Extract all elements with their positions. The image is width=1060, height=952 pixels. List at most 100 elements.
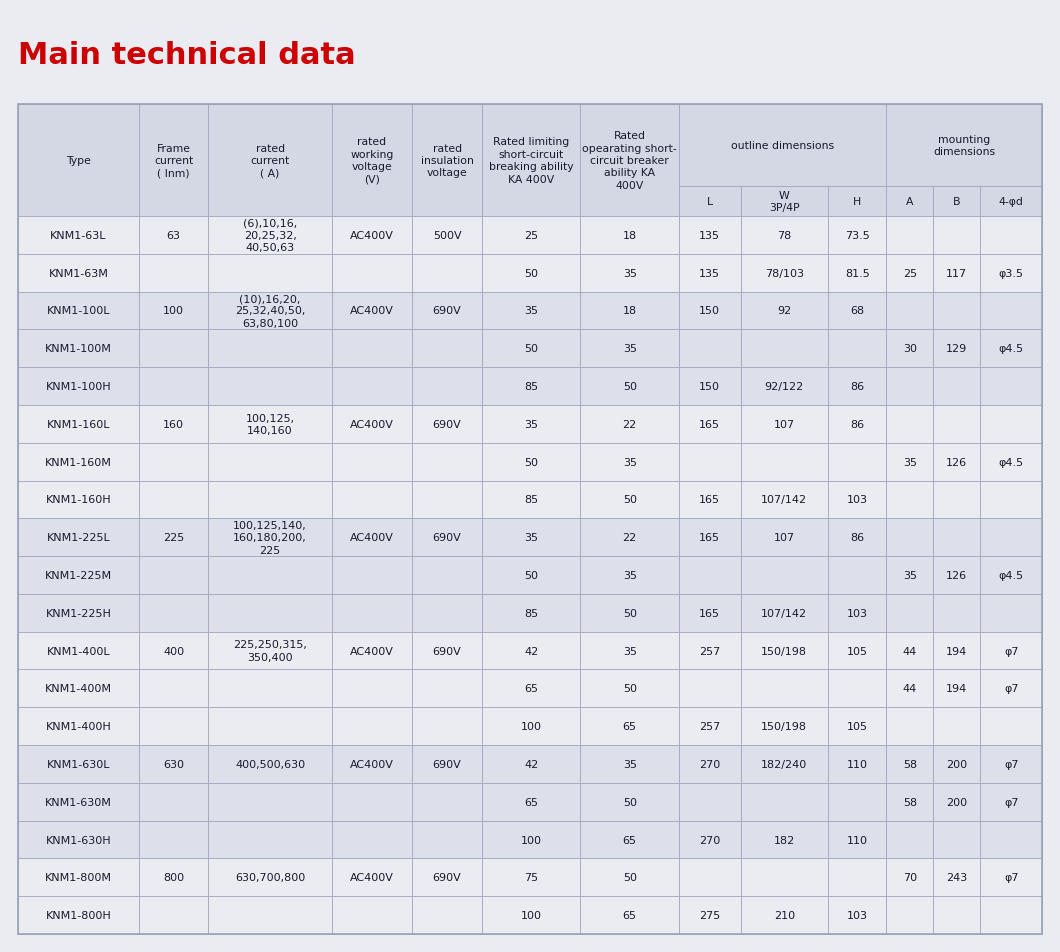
- Bar: [886, 707, 933, 745]
- Bar: [332, 707, 412, 745]
- Text: 117: 117: [947, 268, 968, 278]
- Bar: [581, 896, 679, 934]
- Text: 100: 100: [163, 307, 184, 316]
- Text: KNM1-630M: KNM1-630M: [46, 797, 112, 807]
- Bar: [412, 406, 482, 444]
- Text: φ4.5: φ4.5: [999, 570, 1024, 581]
- Text: 78: 78: [777, 230, 792, 241]
- Text: 50: 50: [524, 457, 538, 467]
- Bar: [828, 330, 886, 367]
- Text: 100: 100: [520, 910, 542, 921]
- Bar: [581, 707, 679, 745]
- Bar: [980, 707, 1042, 745]
- Bar: [741, 217, 828, 254]
- Bar: [581, 594, 679, 632]
- Bar: [581, 519, 679, 557]
- Bar: [18, 519, 139, 557]
- Text: 110: 110: [847, 759, 868, 769]
- Text: 107: 107: [774, 533, 795, 543]
- Bar: [209, 859, 332, 896]
- Bar: [980, 330, 1042, 367]
- Bar: [482, 292, 581, 330]
- Text: KNM1-630H: KNM1-630H: [46, 835, 111, 844]
- Text: AC400V: AC400V: [350, 307, 394, 316]
- Bar: [139, 367, 209, 406]
- Text: 30: 30: [903, 344, 917, 354]
- Bar: [679, 444, 741, 481]
- Bar: [139, 745, 209, 783]
- Bar: [332, 745, 412, 783]
- Bar: [581, 632, 679, 670]
- Text: 194: 194: [947, 684, 968, 694]
- Text: 42: 42: [524, 759, 538, 769]
- Bar: [828, 406, 886, 444]
- Text: 65: 65: [622, 910, 637, 921]
- Text: KNM1-400L: KNM1-400L: [47, 645, 110, 656]
- Bar: [209, 330, 332, 367]
- Bar: [332, 519, 412, 557]
- Bar: [482, 896, 581, 934]
- Bar: [828, 481, 886, 519]
- Bar: [980, 519, 1042, 557]
- Bar: [980, 896, 1042, 934]
- Bar: [886, 896, 933, 934]
- Text: 225: 225: [163, 533, 184, 543]
- Bar: [482, 557, 581, 594]
- Text: 107/142: 107/142: [761, 495, 808, 505]
- Bar: [828, 519, 886, 557]
- Bar: [933, 821, 980, 859]
- Bar: [18, 632, 139, 670]
- Bar: [139, 557, 209, 594]
- Bar: [828, 292, 886, 330]
- Text: 630: 630: [163, 759, 184, 769]
- Text: KNM1-800M: KNM1-800M: [45, 872, 112, 883]
- Text: 257: 257: [700, 645, 721, 656]
- Bar: [679, 745, 741, 783]
- Text: Main technical data: Main technical data: [18, 40, 355, 69]
- Bar: [980, 670, 1042, 707]
- Text: φ4.5: φ4.5: [999, 344, 1024, 354]
- Bar: [209, 896, 332, 934]
- Bar: [933, 745, 980, 783]
- Bar: [332, 406, 412, 444]
- Bar: [679, 330, 741, 367]
- Text: 103: 103: [847, 910, 868, 921]
- Bar: [412, 557, 482, 594]
- Text: 150/198: 150/198: [761, 722, 808, 731]
- Text: 103: 103: [847, 495, 868, 505]
- Text: 50: 50: [622, 382, 637, 391]
- Text: 500V: 500V: [432, 230, 461, 241]
- Text: 50: 50: [622, 495, 637, 505]
- Text: Rated
opearating short-
circuit breaker
ability KA
400V: Rated opearating short- circuit breaker …: [582, 131, 677, 190]
- Bar: [980, 292, 1042, 330]
- Bar: [741, 367, 828, 406]
- Bar: [332, 254, 412, 292]
- Text: KNM1-800H: KNM1-800H: [46, 910, 111, 921]
- Bar: [412, 745, 482, 783]
- Bar: [886, 217, 933, 254]
- Text: 210: 210: [774, 910, 795, 921]
- Bar: [828, 821, 886, 859]
- Bar: [18, 557, 139, 594]
- Bar: [679, 670, 741, 707]
- Bar: [933, 481, 980, 519]
- Bar: [209, 745, 332, 783]
- Bar: [886, 745, 933, 783]
- Bar: [332, 859, 412, 896]
- Bar: [482, 444, 581, 481]
- Text: KNM1-225H: KNM1-225H: [46, 608, 111, 618]
- Bar: [679, 594, 741, 632]
- Text: φ7: φ7: [1004, 684, 1019, 694]
- Text: KNM1-100L: KNM1-100L: [47, 307, 110, 316]
- Text: 105: 105: [847, 645, 868, 656]
- Text: φ7: φ7: [1004, 759, 1019, 769]
- Text: AC400V: AC400V: [350, 420, 394, 429]
- Bar: [581, 292, 679, 330]
- Text: 50: 50: [524, 570, 538, 581]
- Bar: [412, 896, 482, 934]
- Text: 65: 65: [524, 797, 538, 807]
- Bar: [980, 632, 1042, 670]
- Text: Rated limiting
short-circuit
breaking ability
KA 400V: Rated limiting short-circuit breaking ab…: [489, 137, 573, 185]
- Text: AC400V: AC400V: [350, 645, 394, 656]
- Text: 165: 165: [700, 608, 721, 618]
